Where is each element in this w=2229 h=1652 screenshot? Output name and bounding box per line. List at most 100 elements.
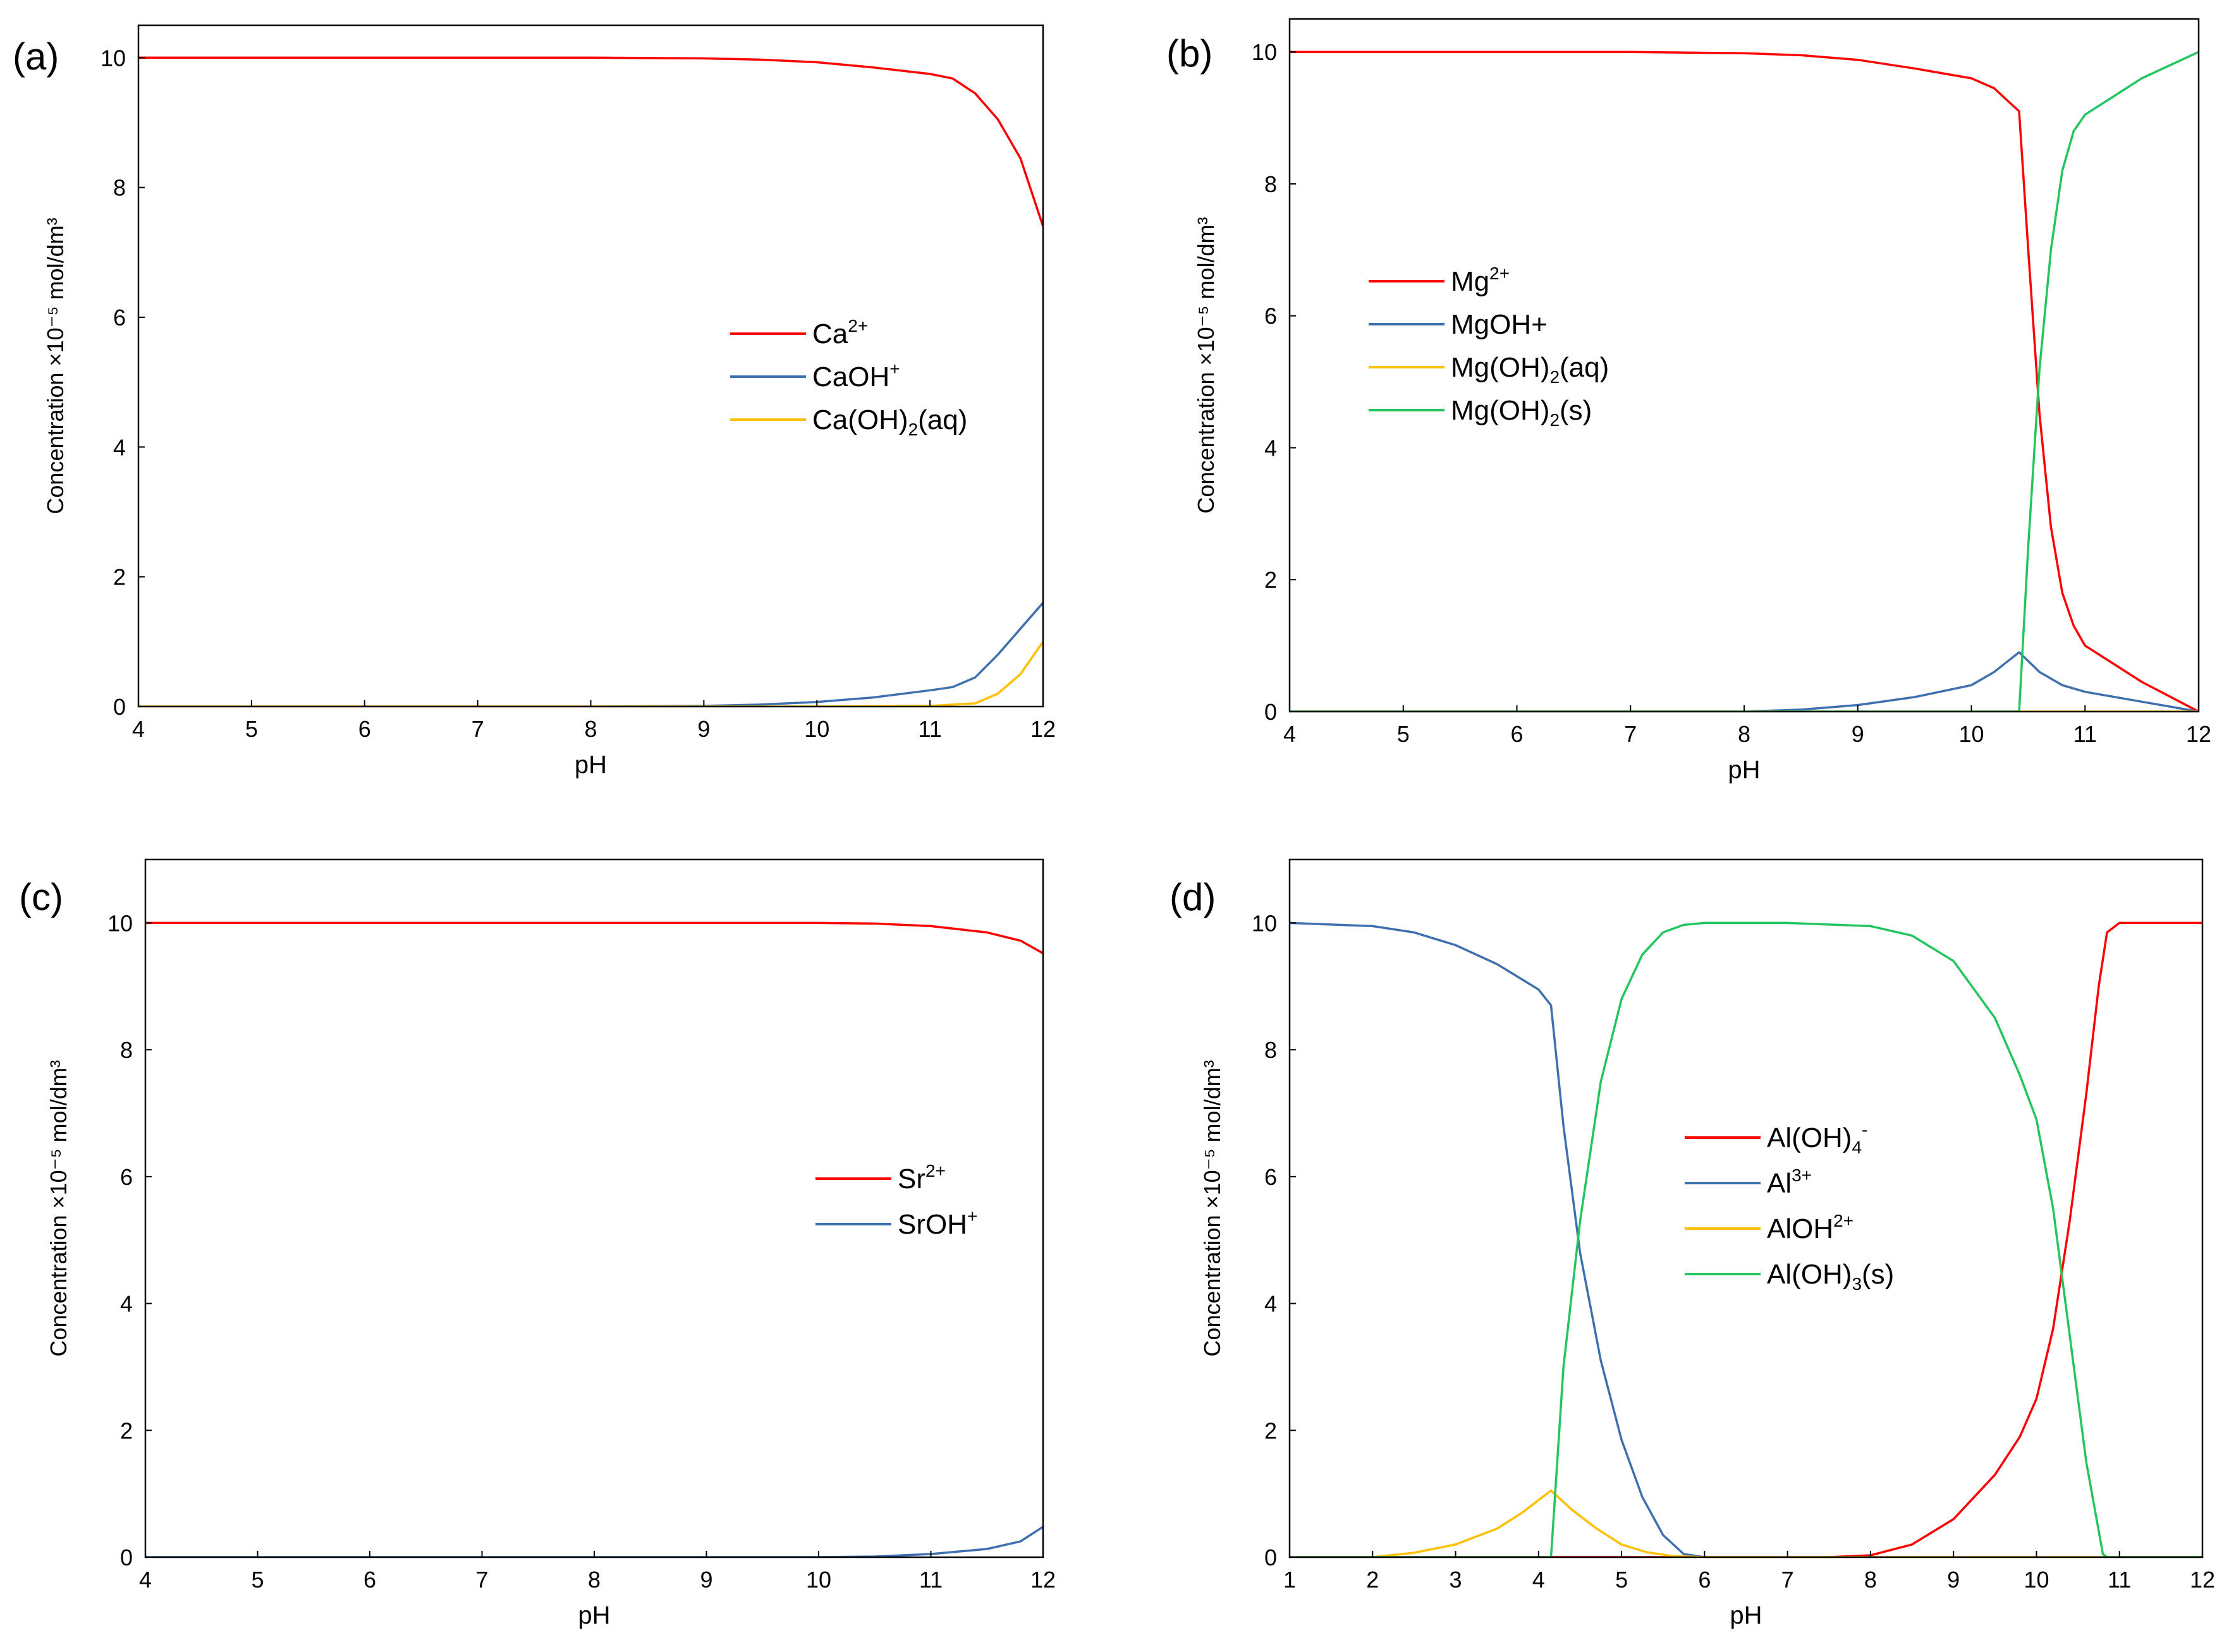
x-tick-label: 8	[584, 716, 597, 742]
x-axis-label: pH	[1728, 756, 1760, 784]
x-tick-label: 11	[918, 716, 941, 742]
series-line-Al(OH)3(s)	[1290, 921, 2202, 1557]
y-tick-label: 10	[1252, 39, 1277, 65]
x-tick-label: 10	[806, 1567, 831, 1593]
y-tick-label: 2	[113, 564, 126, 590]
plot-frame	[1288, 18, 2200, 713]
x-tick-label: 12	[2190, 1567, 2215, 1593]
legend-label: Ca2+	[812, 316, 868, 349]
x-tick-label: 3	[1450, 1567, 1462, 1593]
y-tick-label: 10	[101, 45, 126, 71]
y-tick-label: 4	[1264, 1291, 1277, 1317]
x-tick-label: 8	[588, 1567, 601, 1593]
x-axis-label: pH	[575, 751, 607, 779]
x-tick-label: 2	[1366, 1567, 1379, 1593]
series-line-Mg(OH)2(s)	[1290, 51, 2199, 712]
chart-panel-2: (c) 4 5 6 7 8 9 10 11 12 0 2 4 6 8 10 pH Concentration ×1…	[19, 858, 1056, 1629]
legend-label: Al3+	[1767, 1165, 1812, 1199]
x-axis-label: pH	[578, 1601, 610, 1629]
y-axis-label: Concentration ×10⁻⁵ mol/dm³	[46, 1060, 71, 1356]
series-line-MgOH+	[1290, 651, 2199, 712]
legend-label: Ca(OH)2(aq)	[812, 404, 967, 439]
series-line-CaOH+	[138, 601, 1043, 707]
chart-panel-1: (b) 4 5 6 7 8 9 10 11 12 0 2 4 6 8 10 pH Concentration ×1…	[1166, 18, 2211, 784]
panel-label: (a)	[13, 35, 59, 78]
y-tick-label: 6	[120, 1164, 133, 1190]
y-axis-label: Concentration ×10⁻⁵ mol/dm³	[1199, 1060, 1225, 1356]
legend-label: CaOH+	[812, 359, 900, 392]
series-line-Ca2+	[138, 56, 1043, 228]
y-tick-label: 0	[1264, 699, 1277, 725]
x-tick-label: 9	[700, 1567, 712, 1593]
x-tick-label: 7	[1781, 1567, 1794, 1593]
x-tick-label: 9	[1852, 721, 1864, 747]
x-tick-label: 12	[2186, 721, 2211, 747]
x-tick-label: 8	[1864, 1567, 1877, 1593]
legend-label: MgOH+	[1451, 309, 1548, 340]
y-tick-label: 4	[1264, 435, 1277, 461]
y-tick-label: 2	[1264, 1418, 1277, 1443]
series-line-Al3+	[1290, 921, 2202, 1557]
y-tick-label: 10	[107, 910, 133, 936]
y-tick-label: 2	[120, 1418, 133, 1443]
x-tick-label: 10	[2024, 1567, 2049, 1593]
x-tick-label: 5	[1397, 721, 1410, 747]
y-tick-label: 2	[1264, 567, 1277, 593]
x-tick-label: 11	[919, 1567, 943, 1593]
y-axis-label: Concentration ×10⁻⁵ mol/dm³	[1193, 217, 1219, 513]
x-tick-label: 6	[1510, 721, 1523, 747]
x-tick-label: 1	[1283, 1567, 1296, 1593]
y-tick-label: 0	[113, 694, 126, 720]
x-tick-label: 9	[1947, 1567, 1960, 1593]
panel-label: (b)	[1166, 32, 1212, 75]
x-tick-label: 5	[245, 716, 258, 742]
x-tick-label: 6	[363, 1567, 376, 1593]
y-tick-label: 8	[113, 175, 126, 201]
y-tick-label: 8	[1264, 171, 1277, 197]
x-tick-label: 4	[139, 1567, 152, 1593]
x-tick-label: 12	[1030, 1567, 1056, 1593]
x-tick-label: 10	[1958, 721, 1984, 747]
legend-label: Al(OH)4-	[1767, 1120, 1867, 1157]
plot-frame	[137, 24, 1044, 708]
chart-panel-0: (a) 4 5 6 7 8 9 10 11 12 0 2 4 6 8 10 pH Concentration ×1…	[13, 24, 1056, 779]
x-tick-label: 6	[358, 716, 371, 742]
y-tick-label: 0	[120, 1545, 133, 1570]
x-tick-label: 11	[2073, 721, 2097, 747]
y-tick-label: 8	[1264, 1037, 1277, 1063]
legend-label: Sr2+	[898, 1161, 946, 1194]
plot-frame	[144, 858, 1044, 1558]
series-line-Mg2+	[1290, 51, 2199, 712]
x-tick-label: 12	[1030, 716, 1056, 742]
legend-label: Al(OH)3(s)	[1767, 1259, 1894, 1294]
x-tick-label: 4	[1532, 1567, 1545, 1593]
series-line-Sr2+	[145, 921, 1043, 955]
x-tick-label: 7	[1624, 721, 1637, 747]
y-tick-label: 4	[113, 434, 126, 460]
series-line-Al(OH)4-	[1290, 921, 2202, 1557]
legend-label: AlOH2+	[1767, 1211, 1853, 1244]
x-tick-label: 4	[132, 716, 145, 742]
y-tick-label: 6	[1264, 1164, 1277, 1190]
y-axis-label: Concentration ×10⁻⁵ mol/dm³	[42, 217, 68, 514]
y-tick-label: 4	[120, 1291, 133, 1317]
x-tick-label: 5	[251, 1567, 264, 1593]
x-tick-label: 7	[472, 716, 484, 742]
chart-panel-3: (d)1 2 3 4 5 6 7 8 9 10 11 120246810pHConcentration…	[1169, 858, 2215, 1629]
legend-label: Mg2+	[1451, 264, 1510, 297]
y-tick-label: 10	[1252, 910, 1277, 936]
x-tick-label: 11	[2108, 1567, 2131, 1593]
legend-label: Mg(OH)2(s)	[1451, 395, 1592, 430]
x-tick-label: 8	[1738, 721, 1750, 747]
legend-label: SrOH+	[898, 1206, 977, 1240]
x-tick-label: 7	[475, 1567, 488, 1593]
y-tick-label: 8	[120, 1037, 133, 1063]
panel-label: (c)	[19, 876, 63, 918]
y-tick-label: 6	[113, 305, 126, 331]
plot-frame	[1288, 858, 2204, 1558]
x-tick-label: 4	[1283, 721, 1296, 747]
legend-label: Mg(OH)2(aq)	[1451, 352, 1609, 387]
y-tick-label: 0	[1264, 1545, 1277, 1570]
series-line-Ca(OH)2(aq)	[138, 640, 1043, 707]
